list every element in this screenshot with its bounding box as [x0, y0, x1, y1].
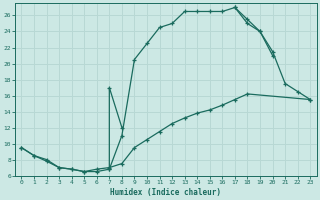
X-axis label: Humidex (Indice chaleur): Humidex (Indice chaleur): [110, 188, 221, 197]
